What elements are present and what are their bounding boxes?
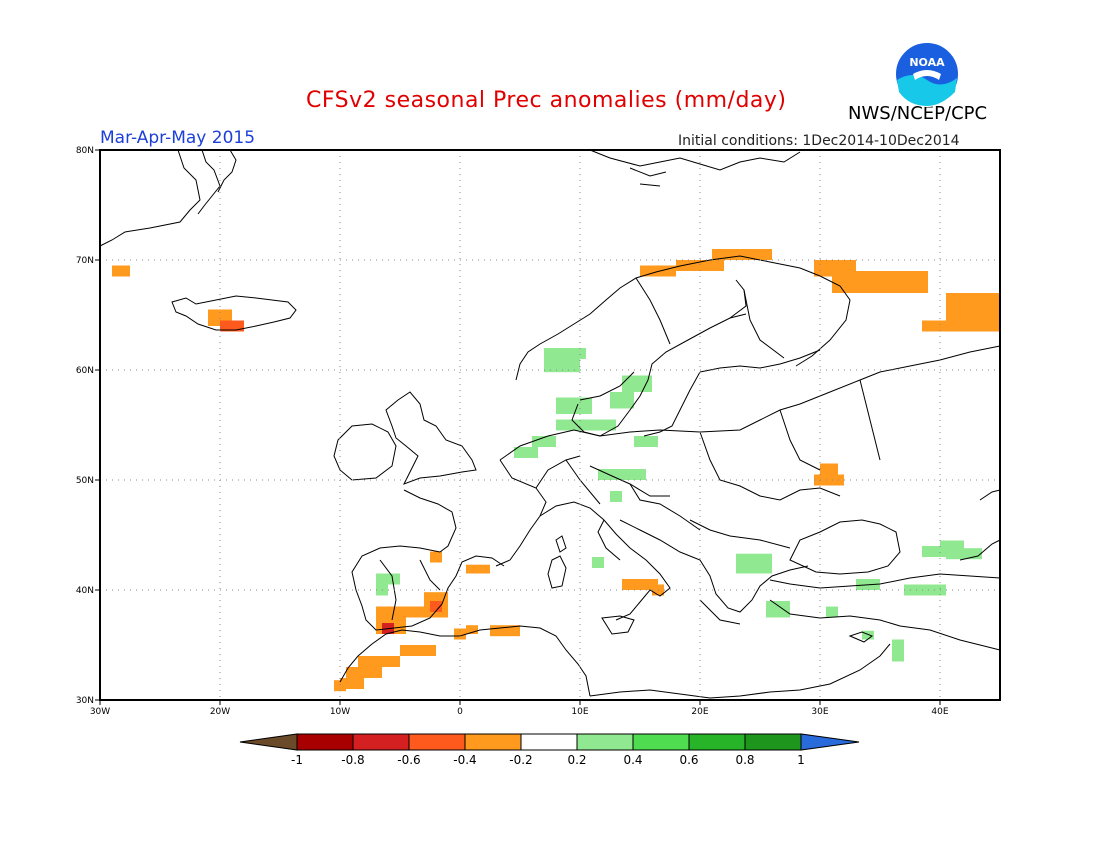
anomaly-cell [814, 474, 844, 486]
initial-conditions-label: Initial conditions: 1Dec2014-10Dec2014 [678, 133, 960, 149]
lon-tick-label: 20W [210, 707, 230, 717]
colorbar-label: -0.2 [509, 753, 532, 767]
anomaly-cell [466, 564, 490, 574]
colorbar-segment [744, 733, 802, 751]
anomaly-cell [592, 557, 604, 568]
colorbar-segment [576, 733, 634, 751]
colorbar-segment [520, 733, 578, 751]
lon-tick-label: 40E [931, 707, 948, 717]
anomaly-cell [946, 548, 982, 560]
noaa-logo-icon: NOAA [894, 41, 960, 107]
colorbar-label: -0.8 [341, 753, 364, 767]
anomaly-cell [610, 392, 634, 409]
coastline-outlines [99, 149, 1001, 699]
anomaly-cell [112, 265, 130, 277]
anomaly-cell [622, 579, 658, 590]
anomaly-cell [454, 628, 466, 640]
colorbar-segment [352, 733, 410, 751]
colorbar-label: 0.4 [623, 753, 642, 767]
anomaly-cell [376, 573, 400, 585]
anomaly-cell [430, 601, 442, 612]
anomaly-cell [622, 375, 652, 392]
anomaly-cell [532, 436, 556, 447]
colorbar-label: 1 [797, 753, 805, 767]
anomaly-cell [556, 397, 592, 414]
anomaly-cell [556, 419, 616, 431]
colorbar-label: -0.4 [453, 753, 476, 767]
anomaly-cell [904, 584, 946, 596]
colorbar-segment [296, 733, 354, 751]
lat-tick-label: 50N [76, 476, 94, 486]
anomaly-cell [466, 625, 478, 634]
anomaly-cell [490, 625, 520, 637]
anomaly-cell [400, 645, 436, 656]
anomaly-cell [832, 271, 928, 293]
anomaly-cell [712, 249, 772, 260]
colorbar-label: -0.6 [397, 753, 420, 767]
anomaly-cell [610, 491, 622, 502]
colorbar-arrow-left [239, 733, 298, 751]
colorbar-segment [632, 733, 690, 751]
anomaly-cell [940, 540, 964, 552]
map-graticule [100, 150, 1000, 700]
colorbar-arrow-right [800, 733, 860, 751]
anomaly-cell [922, 546, 946, 557]
anomaly-cell [946, 293, 1000, 321]
anomaly-cell [820, 463, 838, 475]
anomaly-cell [358, 656, 400, 667]
lon-tick-label: 30E [811, 707, 828, 717]
season-label: Mar-Apr-May 2015 [100, 128, 256, 148]
anomaly-cell [766, 601, 790, 618]
anomaly-cell [826, 606, 838, 618]
colorbar-label: 0.2 [567, 753, 586, 767]
anomaly-cell [676, 260, 724, 271]
anomaly-cell [220, 320, 244, 332]
lon-tick-label: 20E [691, 707, 708, 717]
colorbar-segment [688, 733, 746, 751]
lat-tick-label: 80N [76, 146, 94, 156]
anomaly-cell [922, 320, 1000, 332]
colorbar-segment [464, 733, 522, 751]
lat-tick-label: 60N [76, 366, 94, 376]
lat-tick-label: 30N [76, 696, 94, 706]
anomaly-cell [334, 680, 346, 692]
colorbar-label: 0.8 [735, 753, 754, 767]
anomaly-cell [562, 348, 586, 359]
latitude-labels: 80N 70N 60N 50N 40N 30N [76, 146, 100, 706]
anomaly-cell [736, 553, 772, 574]
anomaly-cells [112, 249, 1000, 692]
anomaly-cell [514, 447, 538, 458]
anomaly-cell [862, 630, 874, 640]
anomaly-cell [892, 639, 904, 662]
anomaly-cell [634, 436, 658, 447]
anomaly-cell [346, 667, 382, 678]
anomaly-cell [598, 469, 646, 480]
colorbar: -1 -0.8 -0.6 -0.4 -0.2 0.2 0.4 0.6 0.8 1 [239, 733, 860, 767]
colorbar-label: 0.6 [679, 753, 698, 767]
colorbar-label: -1 [291, 753, 303, 767]
lon-tick-label: 30W [90, 707, 110, 717]
lat-tick-label: 70N [76, 256, 94, 266]
longitude-labels: 30W 20W 10W 0 10E 20E 30E 40E [90, 700, 949, 717]
svg-text:NOAA: NOAA [909, 56, 945, 69]
anomaly-cell [430, 551, 442, 563]
lon-tick-label: 10W [330, 707, 350, 717]
anomaly-cell [376, 606, 448, 618]
agency-label: NWS/NCEP/CPC [848, 103, 988, 124]
lon-tick-label: 10E [571, 707, 588, 717]
anomaly-cell [340, 678, 364, 689]
colorbar-segment [408, 733, 466, 751]
lon-tick-label: 0 [457, 707, 463, 717]
lat-tick-label: 40N [76, 586, 94, 596]
map-frame [99, 149, 1001, 701]
map-title: CFSv2 seasonal Prec anomalies (mm/day) [306, 88, 787, 113]
